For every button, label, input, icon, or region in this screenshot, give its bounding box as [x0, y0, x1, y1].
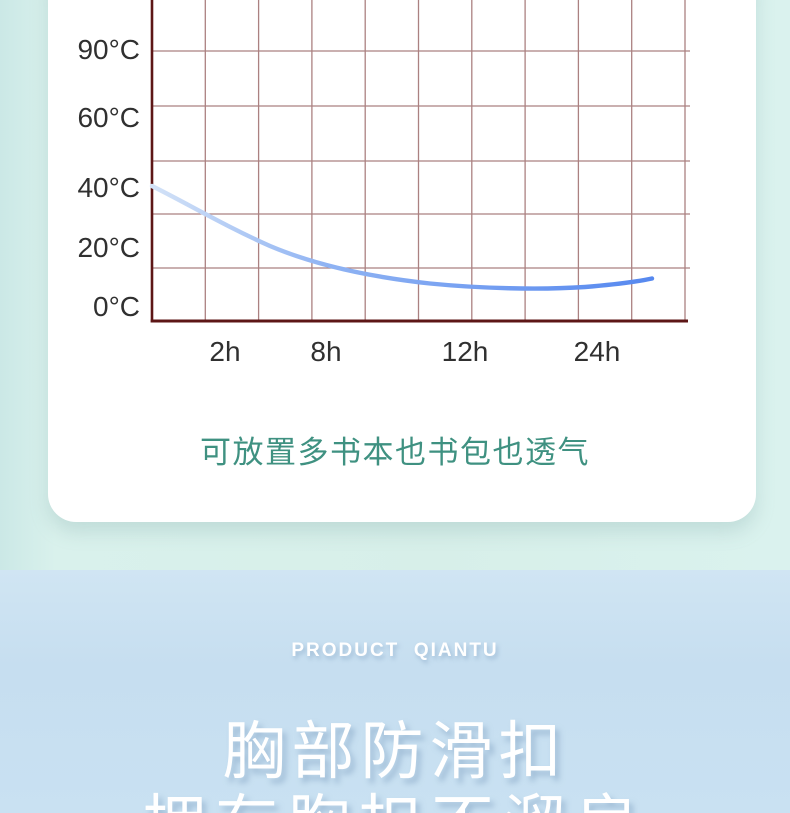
x-axis-tick-8h: 8h: [310, 336, 342, 367]
promo-section-background: [0, 570, 790, 813]
promo-title-line2: 拥有胸扣不溜肩: [0, 774, 790, 813]
chart-caption: 可放置多书本也书包也透气: [200, 435, 590, 470]
promo-title-line1: 胸部防滑扣: [222, 717, 568, 787]
x-axis-tick-24h: 24h: [573, 336, 621, 367]
x-axis-tick-12h: 12h: [441, 336, 489, 367]
x-axis-tick-2h: 2h: [209, 336, 241, 367]
y-axis-tick-20c: 20°C: [77, 232, 140, 263]
y-axis-tick-90c: 90°C: [77, 34, 140, 65]
y-axis-tick-40c: 40°C: [77, 172, 140, 203]
y-axis-tick-60c: 60°C: [77, 102, 140, 133]
y-axis-tick-0c: 0°C: [93, 291, 140, 322]
product-eyebrow-text: PRODUCT QIANTU: [291, 640, 499, 661]
